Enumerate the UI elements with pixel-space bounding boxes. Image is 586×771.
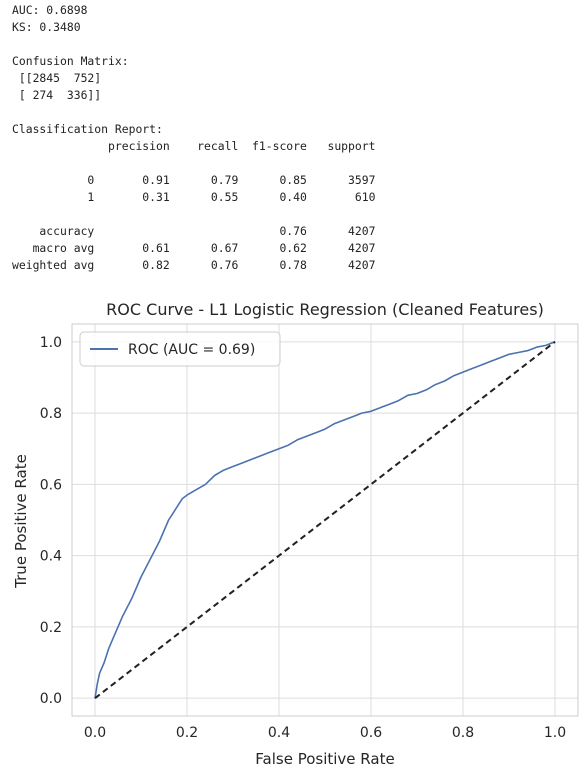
legend: ROC (AUC = 0.69) [79,331,281,367]
x-axis-label: False Positive Rate [255,750,394,766]
roc-chart: ROC Curve - L1 Logistic Regression (Clea… [12,300,579,768]
auc-line: AUC: 0.6898 [12,3,88,17]
report-header: precision recall f1-score support [12,139,376,153]
y-tick-label: 0.2 [40,620,62,636]
report-row-weighted-avg: weighted avg 0.82 0.76 0.78 4207 [12,258,376,272]
ks-line: KS: 0.3480 [12,20,81,34]
x-tick-label: 0.4 [268,725,290,741]
y-axis-label: True Positive Rate [12,454,30,589]
chart-title: ROC Curve - L1 Logistic Regression (Clea… [106,300,544,319]
x-tick-label: 0.6 [360,725,382,741]
report-row-class-1: 1 0.31 0.55 0.40 610 [12,190,376,204]
y-tick-label: 0.0 [40,691,62,707]
y-tick-label: 0.4 [40,549,62,565]
legend-box [79,331,281,367]
tick-labels: 0.0 0.2 0.4 0.6 0.8 1.0 0.0 0.2 0.4 0.6 0.8 1.0 [40,335,566,741]
confusion-matrix-row: [ 274 336]] [12,88,102,102]
report-row-macro-avg: macro avg 0.61 0.67 0.62 4207 [12,241,376,255]
report-row-class-0: 0 0.91 0.79 0.85 3597 [12,173,376,187]
classification-output: AUC: 0.6898 KS: 0.3480 Confusion Matrix:… [12,2,375,274]
legend-label: ROC (AUC = 0.69) [128,342,255,358]
report-row-accuracy: accuracy 0.76 4207 [12,224,376,238]
chance-diagonal-line [94,341,556,699]
y-tick-label: 1.0 [40,335,62,351]
x-tick-label: 1.0 [544,725,566,741]
x-tick-label: 0.0 [84,725,106,741]
roc-chart-container: ROC Curve - L1 Logistic Regression (Clea… [0,292,586,771]
plot-frame [71,323,579,717]
series [94,341,556,699]
y-tick-label: 0.6 [40,477,62,493]
confusion-matrix-row: [[2845 752] [12,71,102,85]
y-tick-label: 0.8 [40,406,62,422]
classification-report-title: Classification Report: [12,122,163,136]
x-tick-label: 0.2 [176,725,198,741]
x-tick-label: 0.8 [452,725,474,741]
roc-curve-line [94,341,556,699]
confusion-matrix-title: Confusion Matrix: [12,54,129,68]
